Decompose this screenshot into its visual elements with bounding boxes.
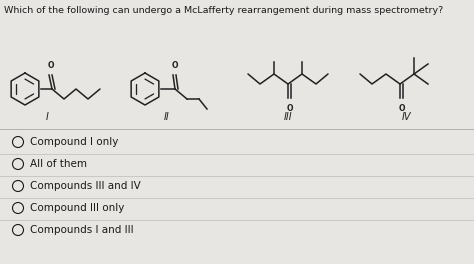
Text: O: O bbox=[398, 104, 405, 113]
Text: Compounds III and IV: Compounds III and IV bbox=[30, 181, 141, 191]
Text: III: III bbox=[283, 112, 292, 122]
Text: O: O bbox=[47, 61, 54, 70]
Text: Compound III only: Compound III only bbox=[30, 203, 124, 213]
Text: II: II bbox=[164, 112, 170, 122]
Text: Compound I only: Compound I only bbox=[30, 137, 118, 147]
Text: I: I bbox=[46, 112, 48, 122]
Text: O: O bbox=[171, 61, 178, 70]
Text: IV: IV bbox=[401, 112, 411, 122]
Text: Which of the following can undergo a McLafferty rearrangement during mass spectr: Which of the following can undergo a McL… bbox=[4, 6, 443, 15]
Text: O: O bbox=[286, 104, 293, 113]
Text: Compounds I and III: Compounds I and III bbox=[30, 225, 134, 235]
Text: All of them: All of them bbox=[30, 159, 87, 169]
